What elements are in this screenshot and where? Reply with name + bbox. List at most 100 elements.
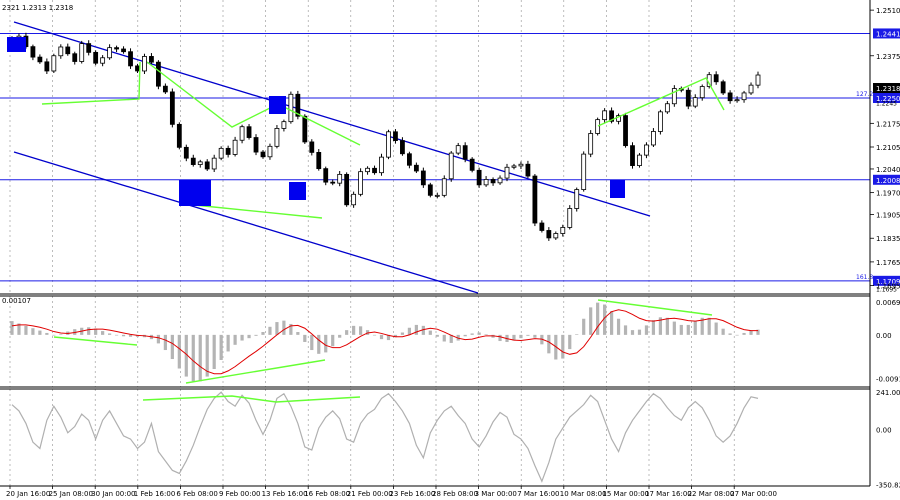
macd-panel: 0.00107 0.00691 0.00 -0.00917: [2, 297, 900, 384]
macd-bar: [59, 334, 63, 335]
price-divergence-lines: [41, 61, 725, 219]
candle-body: [204, 161, 210, 170]
candle-body: [651, 131, 656, 146]
candle-body: [699, 86, 705, 99]
candle-body: [657, 111, 663, 132]
macd-bar: [212, 334, 216, 369]
divergence-line: [597, 299, 713, 316]
candle-body: [30, 46, 36, 58]
macd-bar: [561, 334, 565, 359]
price-axis: 1.2510 1.2375 1.2175 1.2105 1.2040 1.1970 1.19…: [870, 7, 900, 294]
candle-body: [65, 46, 71, 55]
x-tick-label: 23 Feb 16:00: [389, 490, 435, 498]
macd-bar: [533, 334, 537, 338]
candle-body: [685, 89, 691, 107]
candle-body: [260, 151, 266, 158]
macd-divergence-lines: [53, 299, 713, 384]
channel-upper-line: [13, 21, 651, 217]
candle-body: [37, 56, 43, 63]
macd-bar: [324, 334, 328, 353]
candle-body: [197, 161, 203, 165]
candle-body: [337, 173, 343, 184]
candle-body: [232, 139, 238, 155]
macd-bar: [345, 330, 349, 335]
y-tick-label: 1.2105: [876, 144, 900, 152]
macd-bar: [163, 334, 167, 351]
macd-bar: [749, 330, 753, 335]
candle-body: [469, 158, 475, 171]
macd-bar: [498, 334, 502, 342]
candle-body: [441, 178, 447, 196]
macd-bar: [121, 334, 126, 337]
macd-bar: [672, 321, 676, 335]
y-tick-label: 1.1765: [876, 259, 900, 267]
macd-bar: [679, 324, 683, 335]
macd-bar: [261, 332, 265, 335]
macd-bar: [352, 325, 356, 335]
macd-bar: [651, 320, 656, 335]
macd-bar: [94, 328, 98, 335]
macd-bar: [477, 332, 481, 335]
divergence-line: [142, 395, 361, 403]
macd-bar: [693, 321, 697, 335]
candle-body: [713, 74, 719, 83]
macd-bar: [219, 334, 223, 360]
candle-body: [309, 141, 315, 153]
candle-body: [734, 99, 740, 102]
y-tick-label: 0.00691: [876, 299, 900, 307]
x-tick-label: 9 Feb 00:00: [219, 490, 260, 498]
macd-bar: [644, 325, 649, 335]
divergence-line: [41, 61, 141, 105]
candle-body: [623, 115, 628, 147]
candle-body: [79, 43, 85, 62]
level-note: 127.2: [856, 91, 873, 98]
x-tick-label: 22 Mar 08:00: [688, 490, 735, 498]
macd-bar: [721, 328, 725, 335]
macd-bar: [637, 329, 642, 335]
macd-bar: [379, 334, 384, 340]
candle-body: [588, 133, 594, 155]
candle-body: [176, 123, 182, 148]
macd-bar: [393, 334, 398, 338]
cci-panel: 241.0049 0.00 -350.822: [11, 389, 900, 490]
candle-body: [86, 43, 92, 53]
macd-bar: [101, 331, 105, 335]
macd-axis: 0.00691 0.00 -0.00917: [876, 299, 900, 383]
y-tick-label: 1.1835: [876, 235, 900, 243]
candle-body: [532, 175, 538, 224]
signal-marker: [7, 37, 26, 52]
candle-body: [637, 154, 642, 166]
x-tick-label: 25 Jan 08:00: [49, 490, 93, 498]
macd-bar: [226, 334, 230, 352]
macd-bar: [372, 334, 377, 336]
candle-body: [720, 81, 726, 94]
candle-body: [574, 189, 580, 209]
macd-bar: [45, 332, 49, 335]
macd-bar: [338, 334, 342, 338]
y-tick-label: 241.0049: [876, 389, 900, 397]
macd-bar: [435, 334, 439, 337]
macd-bar: [38, 330, 42, 335]
macd-bar: [414, 324, 418, 335]
macd-bar: [582, 318, 586, 335]
macd-histogram: [10, 302, 760, 382]
candle-body: [142, 56, 147, 72]
macd-bar: [512, 334, 516, 341]
macd-bar: [630, 330, 635, 335]
y-tick-label: -350.822: [876, 482, 900, 490]
candle-body: [302, 115, 308, 143]
macd-bar: [275, 322, 279, 335]
macd-bar: [10, 321, 14, 335]
divergence-line: [193, 204, 323, 219]
macd-bar: [156, 334, 161, 344]
candle-body: [386, 131, 391, 158]
macd-bar: [421, 325, 425, 335]
x-tick-label: 13 Feb 16:00: [262, 490, 308, 498]
candle-body: [267, 145, 273, 158]
cci-divergence-lines: [142, 395, 361, 403]
candle-body: [413, 164, 419, 172]
level-tag: [873, 28, 900, 39]
x-tick-label: 17 Mar 16:00: [645, 490, 692, 498]
macd-bar: [484, 334, 488, 335]
